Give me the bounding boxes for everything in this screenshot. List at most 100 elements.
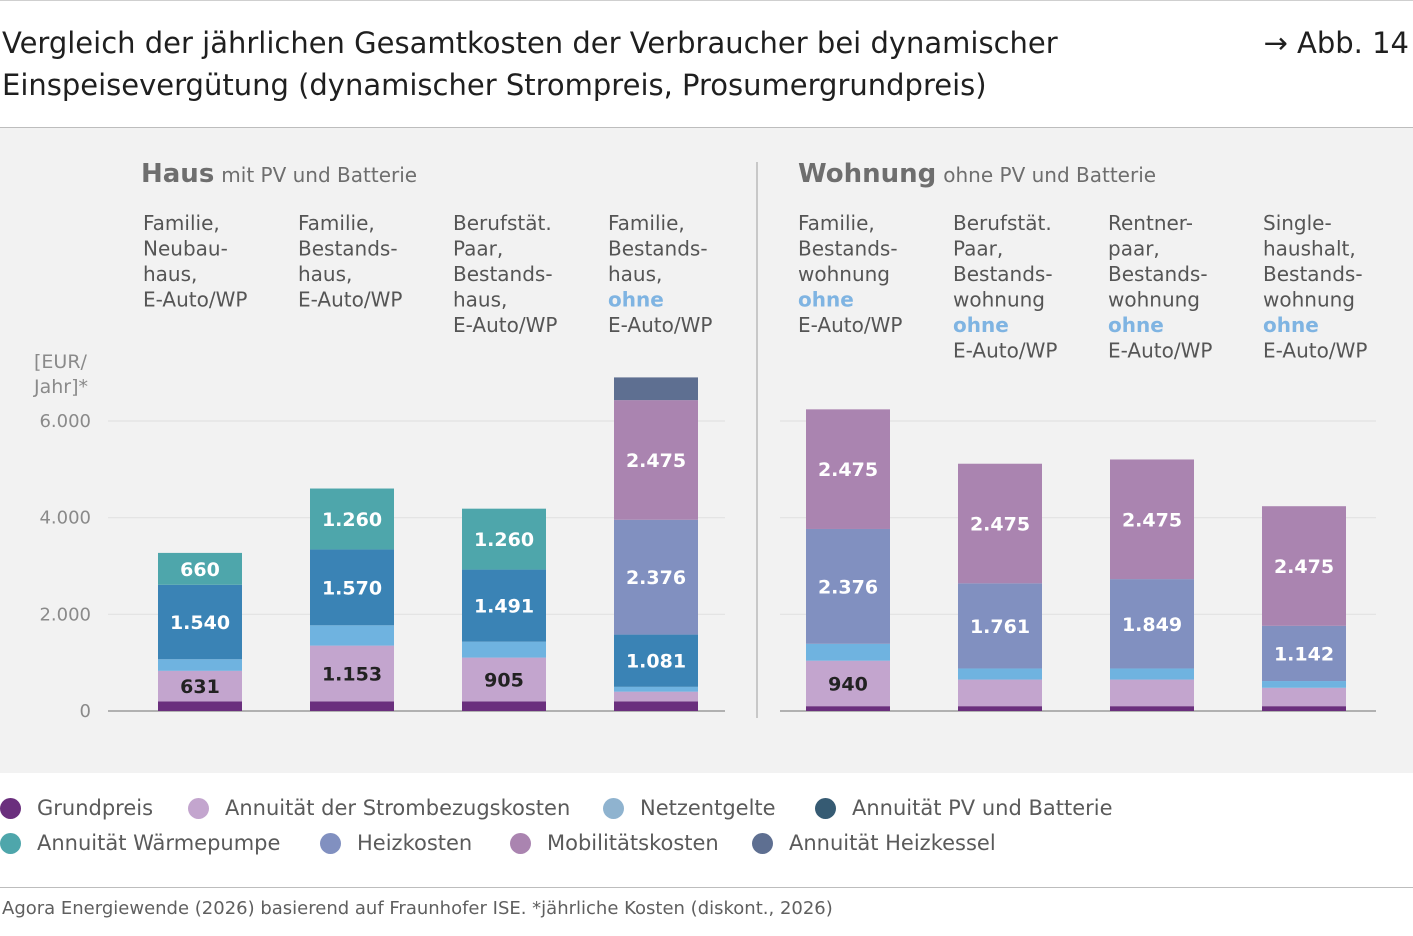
bar-segment <box>614 686 698 692</box>
category-label: Rentner- <box>1108 211 1193 235</box>
category-label: wohnung <box>798 262 890 286</box>
legend-label: Netzentgelte <box>640 796 776 820</box>
bar-segment <box>958 463 1042 584</box>
data-label: 1.081 <box>626 651 686 673</box>
data-label: 2.376 <box>818 576 878 598</box>
top-rule <box>0 0 1413 1</box>
category-label: wohnung <box>953 288 1045 312</box>
category-label-text: haushalt, <box>1263 237 1356 261</box>
y-tick-label: 4.000 <box>39 508 91 529</box>
source-note: Agora Energiewende (2026) basierend auf … <box>2 898 833 919</box>
category-label-text: E-Auto/WP <box>608 313 712 337</box>
category-label: Berufstät. <box>453 211 552 235</box>
category-label-text: wohnung <box>953 288 1045 312</box>
category-label: E-Auto/WP <box>1263 339 1367 363</box>
legend-item: Grundpreis <box>0 796 153 820</box>
category-label-text: Berufstät. <box>953 211 1052 235</box>
legend-swatch <box>188 797 209 819</box>
bar-segment <box>462 508 546 570</box>
bar-segment <box>158 659 242 671</box>
legend-label: Grundpreis <box>37 796 154 820</box>
data-label: 1.142 <box>1274 643 1334 665</box>
bar-segment <box>310 701 394 711</box>
category-label-text: Familie, <box>798 211 875 235</box>
y-tick-label: 2.000 <box>39 604 91 625</box>
category-label-accent: ohne <box>1263 313 1319 337</box>
bar-segment <box>310 549 394 626</box>
title-line-2: Einspeisevergütung (dynamischer Strompre… <box>2 68 987 102</box>
category-label-text: Rentner- <box>1108 211 1193 235</box>
legend-label: Annuität der Strombezugskosten <box>225 796 571 820</box>
data-label: 631 <box>180 676 220 698</box>
data-label: 1.153 <box>322 663 382 685</box>
bar-segment <box>614 519 698 635</box>
category-label-text: Familie, <box>608 211 685 235</box>
data-label: 2.475 <box>626 450 686 472</box>
category-label: Familie, <box>608 211 685 235</box>
category-label: haushalt, <box>1263 237 1356 261</box>
panel-title: Wohnung ohne PV und Batterie <box>798 159 1156 189</box>
category-label: Bestands- <box>1263 262 1363 286</box>
y-tick-label: 6.000 <box>39 411 91 432</box>
bar-segment <box>806 706 890 711</box>
category-label-text: wohnung <box>798 262 890 286</box>
legend-swatch <box>320 832 341 854</box>
chart-legend: Grundpreis Annuität der Strombezugskosten… <box>0 796 1413 868</box>
category-label: Familie, <box>798 211 875 235</box>
bar-segment <box>1262 706 1346 711</box>
category-label: Bestands- <box>1108 262 1208 286</box>
legend-item: Annuität PV und Batterie <box>815 796 1113 820</box>
bar-segment <box>958 706 1042 711</box>
data-label: 2.475 <box>1274 556 1334 578</box>
category-label: Bestands- <box>798 237 898 261</box>
bar-segment <box>614 377 698 401</box>
panel-title-sub: mit PV und Batterie <box>221 163 417 187</box>
bar-segment <box>462 569 546 642</box>
data-label: 905 <box>484 669 524 691</box>
category-label: E-Auto/WP <box>298 288 402 312</box>
category-label: haus, <box>453 288 507 312</box>
legend-label: Annuität Heizkessel <box>789 831 996 855</box>
category-label: Paar, <box>953 237 1003 261</box>
legend-item: Annuität der Strombezugskosten <box>188 796 570 820</box>
panel-title-main: Haus <box>141 159 214 189</box>
footer-divider <box>0 887 1413 888</box>
category-label-accent: ohne <box>608 288 664 312</box>
category-label-text: E-Auto/WP <box>453 313 557 337</box>
category-label: Bestands- <box>453 262 553 286</box>
category-label-text: Bestands- <box>798 237 898 261</box>
data-label: 1.761 <box>970 616 1030 638</box>
category-label: E-Auto/WP <box>953 339 1057 363</box>
category-label: ohne <box>608 288 664 312</box>
bar-segment <box>1110 459 1194 580</box>
bar-segment <box>462 657 546 702</box>
figure-reference: → Abb. 14 <box>1263 26 1409 60</box>
legend-label: Heizkosten <box>357 831 473 855</box>
legend-swatch <box>815 797 836 819</box>
y-axis-label: Jahr]* <box>33 376 88 398</box>
data-label: 1.540 <box>170 612 230 634</box>
category-label: Bestands- <box>298 237 398 261</box>
category-label-text: Bestands- <box>953 262 1053 286</box>
data-label: 2.475 <box>1122 509 1182 531</box>
bar-segment <box>614 400 698 520</box>
stacked-bar-chart: 0 2.000 4.000 6.000 [EUR/Jahr]* Haus mit PV un… <box>33 159 1376 722</box>
title-line-1: Vergleich der jährlichen Gesamtkosten de… <box>2 26 1058 60</box>
y-axis-label: [EUR/ <box>34 351 88 373</box>
category-label-text: Single- <box>1263 211 1332 235</box>
category-label: ohne <box>1108 313 1164 337</box>
bar-segment <box>806 660 890 707</box>
category-label-accent: ohne <box>1108 313 1164 337</box>
bar-segment <box>806 643 890 661</box>
category-label: wohnung <box>1263 288 1355 312</box>
bar-segment <box>1262 506 1346 626</box>
category-label: ohne <box>798 288 854 312</box>
category-label: Neubau- <box>143 237 228 261</box>
data-label: 2.376 <box>626 567 686 589</box>
category-label-text: Paar, <box>453 237 503 261</box>
category-label: haus, <box>143 262 197 286</box>
category-label-text: E-Auto/WP <box>798 313 902 337</box>
category-label: Familie, <box>143 211 220 235</box>
bar-segment <box>310 625 394 646</box>
legend-item: Mobilitätskosten <box>510 831 719 855</box>
